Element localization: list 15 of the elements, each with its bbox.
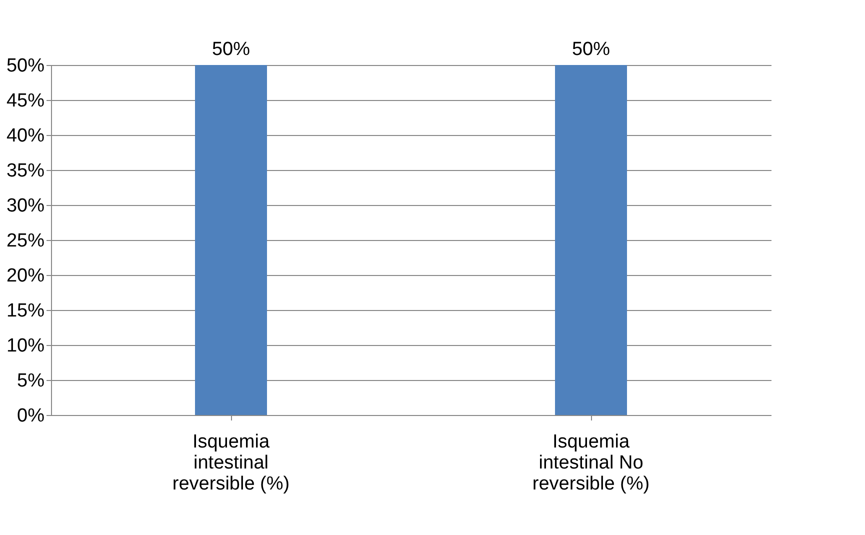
y-tick-label: 0%	[17, 406, 45, 426]
y-tick-label: 5%	[17, 370, 45, 392]
y-tick-label: 45%	[6, 90, 45, 112]
y-tick-label: 25%	[6, 230, 45, 252]
y-tick-label: 40%	[6, 126, 45, 146]
y-tick-label: 15%	[6, 300, 45, 322]
x-tick-label: Isquemia intestinal No reversible (%)	[532, 432, 650, 494]
data-label: 50%	[212, 39, 250, 60]
y-tick-label: 30%	[6, 196, 45, 216]
y-tick-label: 20%	[6, 266, 45, 286]
y-tick-label: 50%	[6, 56, 45, 76]
y-tick-label: 10%	[6, 336, 45, 356]
x-tick-label: Isquemia intestinal reversible (%)	[172, 432, 290, 494]
data-label: 50%	[572, 39, 610, 60]
y-tick-label: 35%	[6, 160, 45, 182]
